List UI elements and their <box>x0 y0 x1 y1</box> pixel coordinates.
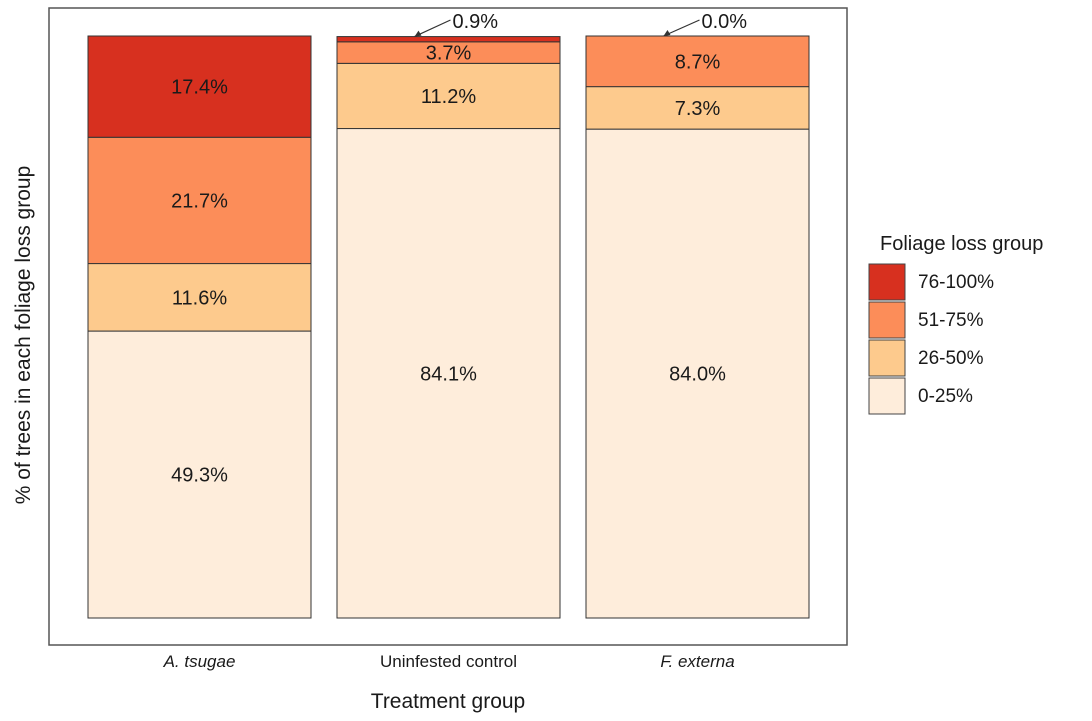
annotation-arrowhead-uninfested-control <box>414 30 422 37</box>
bars-group: 49.3% 11.6% 21.7% 17.4% 84.1% 11.2% 3.7% 0.9% 84… <box>87 11 810 619</box>
data-label-uninfested-control-76-100: 0.9% <box>453 11 499 33</box>
data-label-f-externa-0-25: 84.0% <box>669 364 726 386</box>
data-label-uninfested-control-0-25: 84.1% <box>420 363 477 385</box>
bar-segment-uninfested-control-76-100 <box>336 36 561 43</box>
legend-label-76-100: 76-100% <box>918 272 994 293</box>
bar-segment-a-tsugae-0-25 <box>87 330 312 619</box>
legend-swatch-51-75 <box>868 301 906 339</box>
legend-label-0-25: 0-25% <box>918 386 973 407</box>
bar-segment-f-externa-26-50 <box>585 86 810 130</box>
bar-segment-f-externa-51-75 <box>585 35 810 88</box>
data-label-a-tsugae-51-75: 21.7% <box>171 190 228 212</box>
bar-segment-a-tsugae-76-100 <box>87 35 312 138</box>
legend-swatch-26-50 <box>868 339 906 377</box>
data-label-uninfested-control-26-50: 11.2% <box>421 86 476 108</box>
legend-swatch-0-25 <box>868 377 906 415</box>
data-label-f-externa-51-75: 8.7% <box>675 51 721 73</box>
data-label-uninfested-control-51-75: 3.7% <box>426 43 472 65</box>
bar-segment-uninfested-control-26-50 <box>336 62 561 130</box>
x-tick-label-uninfested-control: Uninfested control <box>380 652 517 671</box>
x-tick-labels: A. tsugae Uninfested control F. externa <box>163 652 735 671</box>
annotation-arrow-f-externa <box>663 19 700 37</box>
data-label-a-tsugae-76-100: 17.4% <box>171 77 228 99</box>
bar-segment-f-externa-0-25 <box>585 128 810 619</box>
legend-title: Foliage loss group <box>880 233 1043 255</box>
bar-segment-uninfested-control-0-25 <box>336 128 561 619</box>
data-label-a-tsugae-0-25: 49.3% <box>171 465 228 487</box>
legend: Foliage loss group 76-100% 51-75% 26-50% 0-… <box>868 233 1043 415</box>
x-tick-label-a-tsugae: A. tsugae <box>163 652 236 671</box>
annotation-arrowhead-f-externa <box>663 30 671 36</box>
annotation-arrow-uninfested-control <box>414 19 451 38</box>
x-axis-title: Treatment group <box>371 690 525 713</box>
y-axis-title: % of trees in each foliage loss group <box>12 166 35 505</box>
data-label-f-externa-26-50: 7.3% <box>675 98 721 120</box>
data-label-f-externa-76-100: 0.0% <box>702 11 748 33</box>
data-label-a-tsugae-26-50: 11.6% <box>172 287 227 309</box>
legend-swatch-76-100 <box>868 263 906 301</box>
legend-label-51-75: 51-75% <box>918 310 984 331</box>
bar-segment-a-tsugae-51-75 <box>87 136 312 265</box>
x-tick-label-f-externa: F. externa <box>660 652 734 671</box>
legend-label-26-50: 26-50% <box>918 348 984 369</box>
